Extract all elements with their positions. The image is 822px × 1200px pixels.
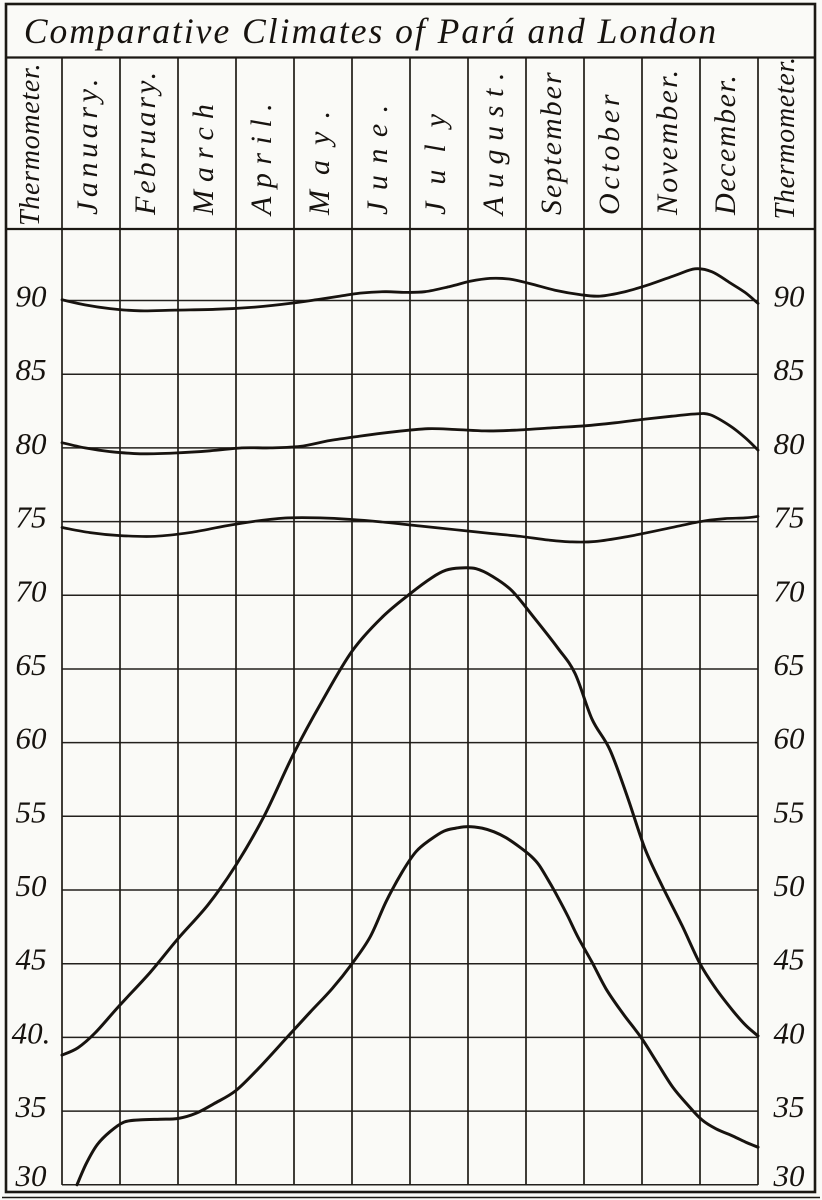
svg-text:60: 60	[774, 721, 806, 756]
svg-text:March: March	[187, 96, 220, 216]
svg-text:Thermometer.: Thermometer.	[770, 56, 801, 219]
svg-text:September: September	[535, 70, 568, 215]
svg-text:50: 50	[774, 868, 806, 903]
svg-text:80: 80	[774, 426, 806, 461]
svg-text:75: 75	[16, 500, 47, 535]
svg-text:70: 70	[16, 573, 48, 608]
svg-text:November.: November.	[651, 68, 684, 216]
svg-text:40: 40	[774, 1015, 806, 1050]
svg-text:40.: 40.	[12, 1015, 51, 1050]
svg-text:February.: February.	[129, 69, 162, 216]
svg-text:35: 35	[773, 1089, 805, 1124]
svg-text:45: 45	[16, 942, 47, 977]
svg-text:55: 55	[16, 794, 47, 829]
svg-text:August.: August.	[477, 64, 510, 217]
svg-text:April.: April.	[245, 95, 278, 217]
svg-text:70: 70	[774, 573, 806, 608]
svg-text:85: 85	[774, 352, 805, 387]
svg-text:65: 65	[774, 647, 805, 682]
svg-text:June.: June.	[361, 93, 394, 215]
svg-text:December.: December.	[709, 74, 742, 216]
svg-text:85: 85	[16, 352, 47, 387]
svg-text:January.: January.	[71, 74, 104, 215]
svg-text:50: 50	[16, 868, 48, 903]
svg-text:July: July	[419, 97, 452, 215]
svg-text:Comparative Climates of Pará a: Comparative Climates of Pará and London	[24, 11, 718, 51]
svg-text:65: 65	[16, 647, 47, 682]
svg-text:90: 90	[16, 279, 48, 314]
svg-text:May.: May.	[303, 96, 336, 216]
svg-text:35: 35	[15, 1089, 47, 1124]
svg-text:Thermometer.: Thermometer.	[15, 63, 46, 226]
svg-text:90: 90	[774, 279, 806, 314]
svg-text:55: 55	[774, 794, 805, 829]
svg-text:October: October	[593, 91, 626, 215]
svg-text:30: 30	[15, 1158, 48, 1193]
svg-text:45: 45	[774, 942, 805, 977]
svg-text:80: 80	[16, 426, 48, 461]
svg-text:30: 30	[773, 1158, 806, 1193]
svg-text:60: 60	[16, 721, 48, 756]
svg-text:75: 75	[774, 500, 805, 535]
